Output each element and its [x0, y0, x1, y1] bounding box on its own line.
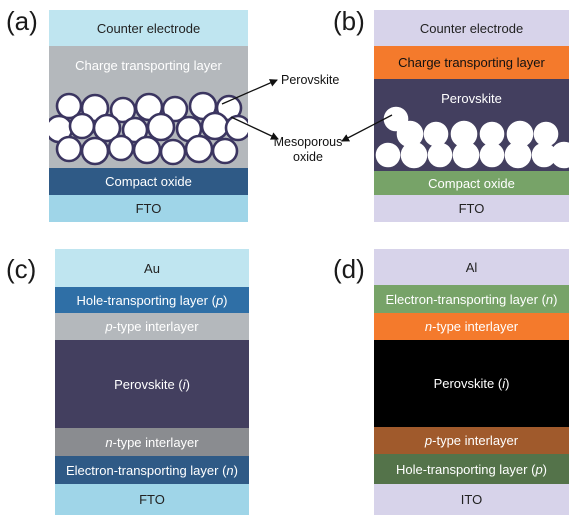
- particle: [146, 112, 176, 142]
- layer-label: Counter electrode: [96, 20, 201, 36]
- layer-label: n-type interlayer: [105, 434, 199, 450]
- counter-electrode-layer: Counter electrode: [49, 10, 248, 46]
- particle: [80, 136, 110, 166]
- layer-label: ITO: [460, 492, 483, 507]
- arrow-to-particles-b: [341, 114, 393, 142]
- particle: [161, 95, 189, 123]
- layer-label: Perovskite: [441, 91, 502, 106]
- hole-transporting-layer: Hole-transporting layer (p): [55, 287, 249, 313]
- panel-label-b: (b): [333, 6, 365, 36]
- layer-label: Perovskite (i): [114, 376, 190, 392]
- perovskite-callout: Perovskite: [281, 73, 340, 87]
- callout-line: oxide: [293, 150, 323, 164]
- fto-layer: FTO: [55, 484, 249, 515]
- particle: [452, 141, 480, 169]
- layer-label: Hole-transporting layer (p): [76, 292, 228, 308]
- ito-layer: ITO: [374, 484, 569, 515]
- fto-layer: FTO: [374, 195, 569, 222]
- electron-transporting-layer: Electron-transporting layer (n): [55, 456, 249, 484]
- perovskite-layer: Perovskite (i): [55, 340, 249, 428]
- layer-label: FTO: [458, 201, 485, 216]
- au-layer: Au: [55, 249, 249, 287]
- particle: [550, 141, 569, 169]
- compact-oxide-layer: Compact oxide: [49, 168, 248, 195]
- p-type-interlayer: p-type interlayer: [374, 427, 569, 454]
- counter-electrode-layer: Counter electrode: [374, 10, 569, 46]
- layer-label: Charge transporting layer: [398, 55, 545, 70]
- p-type-interlayer: p-type interlayer: [55, 313, 249, 340]
- layer-label: Al: [465, 259, 478, 275]
- mesoporous-oxide-callout: Mesoporous oxide: [272, 135, 344, 165]
- layer-label: Electron-transporting layer (n): [66, 462, 238, 478]
- n-type-interlayer: n-type interlayer: [55, 428, 249, 456]
- mesoporous-particles-b: [375, 106, 569, 169]
- panel-label-a: (a): [6, 6, 38, 36]
- fto-layer: FTO: [49, 195, 248, 222]
- layer-label: Compact oxide: [428, 175, 515, 191]
- device-stack-d: Al Electron-transporting layer (n) n-typ…: [374, 249, 569, 515]
- panel-label-d: (d): [333, 254, 365, 284]
- layer-label: FTO: [139, 492, 165, 507]
- layer-label: FTO: [135, 201, 162, 216]
- n-type-interlayer: n-type interlayer: [374, 313, 569, 340]
- particle: [400, 141, 428, 169]
- particle: [211, 137, 239, 165]
- particle: [92, 113, 122, 143]
- layer-label: p-type interlayer: [105, 319, 199, 334]
- compact-oxide-layer: Compact oxide: [374, 171, 569, 195]
- particle: [109, 96, 137, 124]
- layer-label: Counter electrode: [419, 20, 524, 36]
- callout-line: Mesoporous: [273, 135, 343, 149]
- particle: [375, 142, 401, 168]
- particle: [504, 141, 532, 169]
- layer-label: Electron-transporting layer (n): [385, 291, 558, 307]
- panel-label-c: (c): [6, 254, 37, 284]
- electron-transporting-layer: Electron-transporting layer (n): [374, 285, 569, 313]
- perovskite-layer: Perovskite (i): [374, 340, 569, 427]
- mesoporous-particles-a: [49, 91, 248, 166]
- arrow-from-particles-a: [230, 116, 279, 140]
- al-layer: Al: [374, 249, 569, 285]
- layer-label: Compact oxide: [105, 174, 192, 189]
- layer-label: p-type interlayer: [424, 433, 519, 448]
- charge-transporting-layer: Charge transporting layer: [374, 46, 569, 79]
- layer-label: Charge transporting layer: [75, 58, 222, 73]
- particle: [121, 116, 149, 144]
- particle: [427, 142, 453, 168]
- hole-transporting-layer: Hole-transporting layer (p): [374, 454, 569, 484]
- layer-label: Perovskite (i): [433, 376, 510, 391]
- particle: [479, 142, 505, 168]
- device-stack-b: Counter electrode Charge transporting la…: [374, 10, 569, 222]
- device-stack-c: Au Hole-transporting layer (p) p-type in…: [55, 249, 249, 515]
- arrow-to-perovskite: [221, 79, 278, 105]
- layer-label: Au: [144, 260, 160, 276]
- layer-label: n-type interlayer: [424, 319, 519, 334]
- device-stack-a: Counter electrode Charge transporting la…: [49, 10, 248, 222]
- particle: [159, 138, 187, 166]
- layer-label: Hole-transporting layer (p): [395, 461, 548, 477]
